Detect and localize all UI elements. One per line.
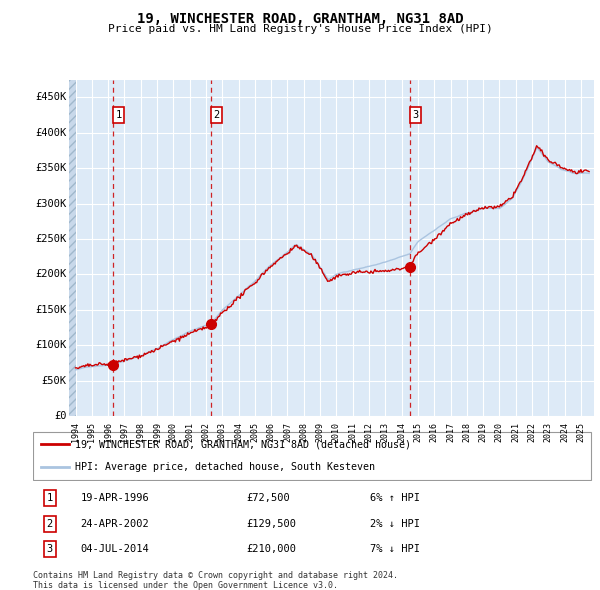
Text: £250K: £250K (35, 234, 67, 244)
Text: 2025: 2025 (577, 422, 586, 442)
Text: 1997: 1997 (120, 422, 129, 442)
Text: 2: 2 (214, 110, 220, 120)
Text: £0: £0 (54, 411, 67, 421)
Text: 2001: 2001 (185, 422, 194, 442)
FancyBboxPatch shape (33, 432, 591, 480)
Text: 2009: 2009 (316, 422, 325, 442)
Text: £210,000: £210,000 (246, 544, 296, 554)
Text: 19-APR-1996: 19-APR-1996 (80, 493, 149, 503)
Text: £50K: £50K (41, 376, 67, 385)
Text: £300K: £300K (35, 199, 67, 208)
Text: 2004: 2004 (234, 422, 243, 442)
Text: 2023: 2023 (544, 422, 553, 442)
Text: This data is licensed under the Open Government Licence v3.0.: This data is licensed under the Open Gov… (33, 581, 338, 589)
Text: 2015: 2015 (413, 422, 422, 442)
Text: 2014: 2014 (397, 422, 406, 442)
Text: HPI: Average price, detached house, South Kesteven: HPI: Average price, detached house, Sout… (75, 463, 375, 473)
Text: 2022: 2022 (527, 422, 536, 442)
Text: 2012: 2012 (365, 422, 374, 442)
Text: 1: 1 (47, 493, 53, 503)
Text: 2% ↓ HPI: 2% ↓ HPI (370, 519, 419, 529)
Text: 2018: 2018 (463, 422, 472, 442)
Text: 2017: 2017 (446, 422, 455, 442)
Text: 3: 3 (47, 544, 53, 554)
Text: 1996: 1996 (104, 422, 113, 442)
Text: 2002: 2002 (202, 422, 211, 442)
Text: 2021: 2021 (511, 422, 520, 442)
Text: £100K: £100K (35, 340, 67, 350)
Text: 1999: 1999 (152, 422, 161, 442)
Text: 19, WINCHESTER ROAD, GRANTHAM, NG31 8AD (detached house): 19, WINCHESTER ROAD, GRANTHAM, NG31 8AD … (75, 439, 411, 449)
Text: 7% ↓ HPI: 7% ↓ HPI (370, 544, 419, 554)
Text: 2007: 2007 (283, 422, 292, 442)
Text: £450K: £450K (35, 93, 67, 102)
Text: 2019: 2019 (479, 422, 488, 442)
Text: £150K: £150K (35, 305, 67, 314)
Text: 6% ↑ HPI: 6% ↑ HPI (370, 493, 419, 503)
Bar (69, 76, 76, 416)
Text: 2000: 2000 (169, 422, 178, 442)
Text: 2024: 2024 (560, 422, 569, 442)
Text: 24-APR-2002: 24-APR-2002 (80, 519, 149, 529)
Text: 2006: 2006 (266, 422, 275, 442)
Text: £200K: £200K (35, 270, 67, 279)
Text: 2: 2 (47, 519, 53, 529)
Text: 1998: 1998 (136, 422, 145, 442)
Text: Contains HM Land Registry data © Crown copyright and database right 2024.: Contains HM Land Registry data © Crown c… (33, 571, 398, 580)
Text: 04-JUL-2014: 04-JUL-2014 (80, 544, 149, 554)
Text: 1994: 1994 (71, 422, 80, 442)
Text: 1995: 1995 (88, 422, 97, 442)
Text: 2008: 2008 (299, 422, 308, 442)
Text: 2003: 2003 (218, 422, 227, 442)
Text: 19, WINCHESTER ROAD, GRANTHAM, NG31 8AD: 19, WINCHESTER ROAD, GRANTHAM, NG31 8AD (137, 12, 463, 26)
Text: 2020: 2020 (495, 422, 504, 442)
Text: 2005: 2005 (250, 422, 259, 442)
Text: £72,500: £72,500 (246, 493, 290, 503)
Text: 2016: 2016 (430, 422, 439, 442)
Text: 2013: 2013 (381, 422, 390, 442)
Text: 2011: 2011 (348, 422, 357, 442)
Text: £400K: £400K (35, 128, 67, 137)
Text: 3: 3 (412, 110, 419, 120)
Text: £129,500: £129,500 (246, 519, 296, 529)
Text: £350K: £350K (35, 163, 67, 173)
Text: 1: 1 (115, 110, 122, 120)
Text: 2010: 2010 (332, 422, 341, 442)
Text: Price paid vs. HM Land Registry's House Price Index (HPI): Price paid vs. HM Land Registry's House … (107, 24, 493, 34)
